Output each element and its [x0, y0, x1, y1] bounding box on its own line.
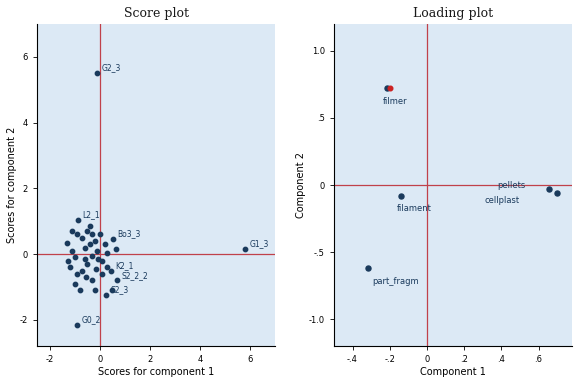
Point	[80, 245, 89, 251]
Point	[68, 228, 77, 234]
X-axis label: Component 1: Component 1	[420, 367, 486, 377]
Point	[90, 287, 99, 293]
Point	[102, 250, 112, 256]
Title: Loading plot: Loading plot	[413, 7, 493, 20]
Text: Bo3_3: Bo3_3	[118, 230, 141, 238]
Point	[97, 258, 107, 264]
Point	[108, 287, 117, 293]
Point	[90, 238, 99, 244]
Point	[87, 231, 97, 237]
Point	[552, 190, 562, 196]
Point	[382, 85, 391, 91]
Y-axis label: Scores for component 2: Scores for component 2	[7, 127, 17, 243]
Point	[72, 322, 82, 328]
Point	[68, 248, 77, 254]
Point	[65, 264, 74, 270]
Point	[82, 228, 91, 234]
Point	[111, 246, 120, 252]
Point	[70, 254, 79, 260]
Point	[93, 248, 102, 254]
Point	[64, 258, 73, 264]
Text: filmer: filmer	[383, 97, 408, 106]
Text: S2_3: S2_3	[110, 285, 129, 295]
Text: S2_2_2: S2_2_2	[122, 271, 148, 280]
Text: filament: filament	[397, 204, 431, 213]
Point	[386, 85, 395, 91]
Point	[102, 264, 112, 270]
Point	[240, 246, 250, 252]
Point	[87, 277, 97, 283]
Point	[97, 271, 107, 277]
Point	[72, 271, 82, 277]
Point	[101, 292, 111, 298]
Text: cellplast: cellplast	[485, 196, 520, 205]
Point	[544, 186, 554, 192]
Point	[109, 236, 118, 242]
Y-axis label: Component 2: Component 2	[296, 152, 306, 218]
Text: pellets: pellets	[497, 180, 526, 190]
Point	[70, 281, 79, 287]
Point	[94, 256, 103, 262]
Point	[81, 274, 90, 280]
Point	[78, 235, 87, 241]
Text: G1_3: G1_3	[249, 240, 269, 248]
Text: K2_1: K2_1	[115, 261, 134, 270]
Point	[112, 277, 122, 283]
Point	[63, 240, 72, 246]
Point	[107, 268, 116, 274]
Point	[82, 261, 91, 267]
Point	[74, 217, 83, 223]
Point	[91, 266, 101, 272]
Text: G2_3: G2_3	[101, 63, 120, 73]
Point	[87, 253, 97, 259]
Point	[100, 241, 109, 247]
Point	[396, 193, 405, 199]
Point	[75, 287, 85, 293]
Point	[80, 256, 89, 262]
Point	[85, 241, 94, 247]
X-axis label: Scores for component 1: Scores for component 1	[98, 367, 214, 377]
Text: G0_2: G0_2	[81, 315, 101, 324]
Point	[364, 265, 373, 271]
Point	[78, 268, 87, 274]
Text: L2_1: L2_1	[83, 210, 100, 219]
Point	[72, 231, 82, 237]
Point	[93, 70, 102, 76]
Point	[95, 231, 104, 237]
Point	[85, 223, 94, 229]
Text: part_fragm: part_fragm	[372, 276, 419, 286]
Title: Score plot: Score plot	[123, 7, 189, 20]
